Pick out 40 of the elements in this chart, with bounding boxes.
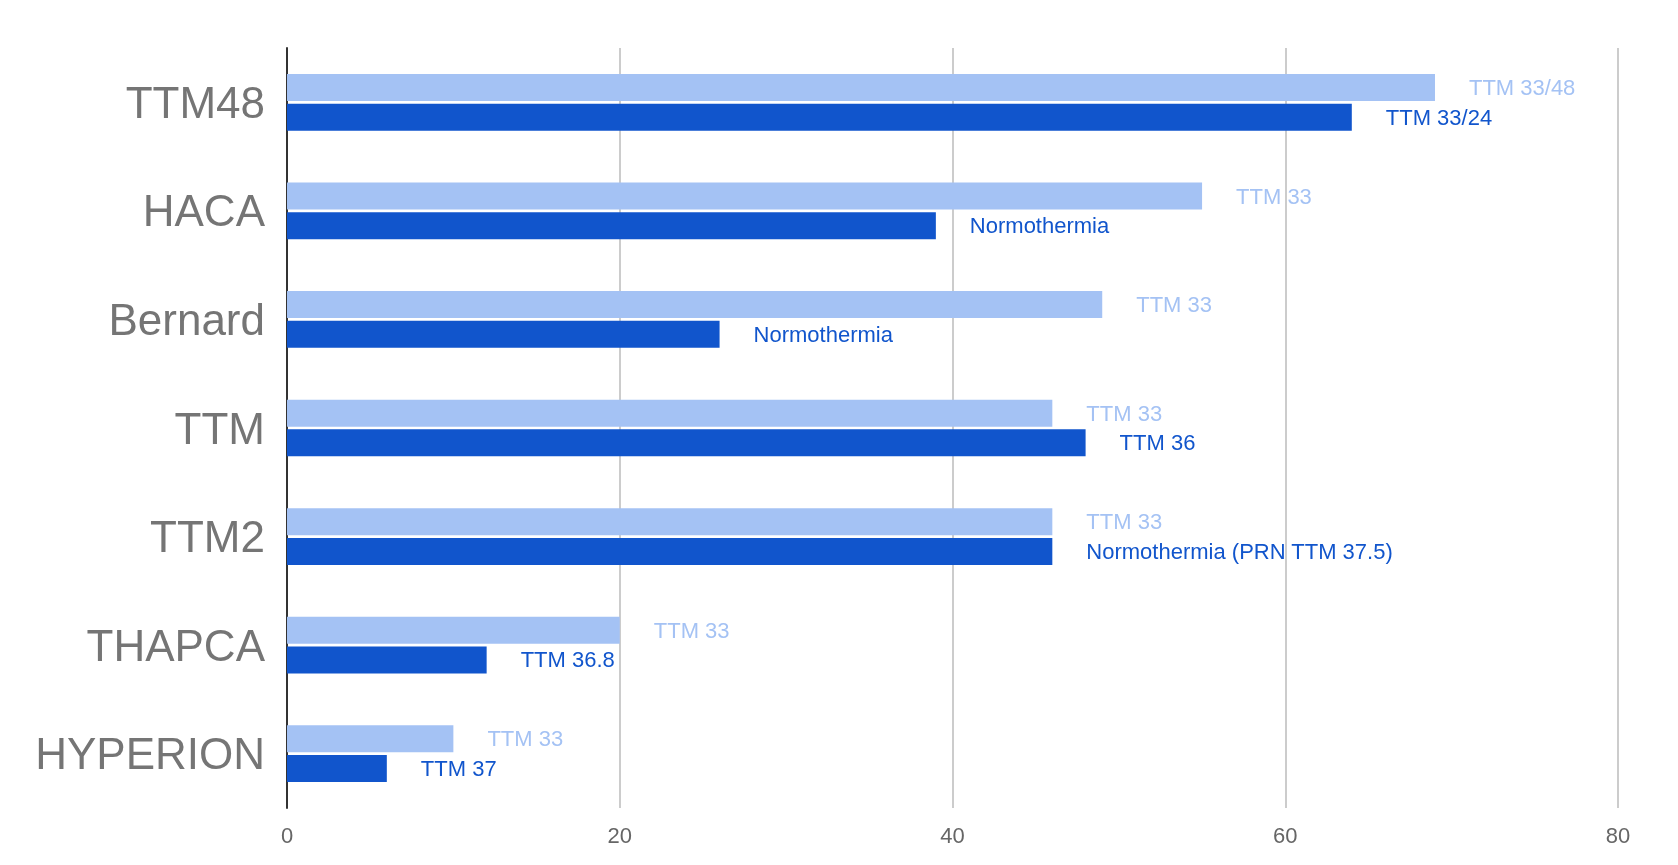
x-tick-label: 0	[280, 822, 294, 848]
data-label: TTM 33	[653, 617, 730, 643]
data-label: TTM 37	[420, 756, 497, 782]
bar	[287, 103, 1352, 131]
y-tick-label: HYPERION	[35, 729, 265, 779]
bar	[287, 320, 720, 348]
data-label: Normothermia	[753, 321, 894, 347]
data-label: TTM 33	[1086, 400, 1163, 426]
y-tick-label: TTM2	[150, 512, 265, 562]
data-label: Normothermia	[969, 213, 1110, 239]
data-label: TTM 36	[1119, 430, 1196, 456]
data-label: TTM 33	[1236, 183, 1312, 209]
y-tick-label: HACA	[142, 186, 266, 236]
bar	[287, 212, 936, 240]
data-label: Normothermia (PRN TTM 37.5)	[1086, 538, 1393, 564]
y-tick-label: TTM	[174, 403, 265, 453]
bar	[287, 508, 1053, 536]
data-label: TTM 33	[487, 726, 564, 752]
y-tick-label: TTM48	[125, 77, 265, 127]
y-tick-label: THAPCA	[86, 620, 266, 670]
x-tick-label: 60	[1273, 822, 1298, 848]
bar	[287, 182, 1203, 210]
y-tick-label: Bernard	[108, 294, 265, 344]
bar	[287, 291, 1103, 319]
x-tick-label: 20	[607, 822, 632, 848]
bar	[287, 725, 454, 753]
bar	[287, 73, 1435, 101]
data-label: TTM 33/48	[1468, 74, 1576, 100]
bar	[287, 755, 387, 783]
bar	[287, 616, 620, 644]
bar	[287, 537, 1053, 565]
x-tick-label: 40	[940, 822, 965, 848]
data-label: TTM 33	[1086, 509, 1163, 535]
bar	[287, 399, 1053, 427]
bar	[287, 429, 1086, 457]
bar	[287, 646, 487, 674]
data-label: TTM 33	[1136, 292, 1213, 318]
x-tick-label: 80	[1605, 822, 1631, 848]
data-label: TTM 33/24	[1385, 104, 1493, 130]
data-label: TTM 36.8	[520, 647, 615, 673]
